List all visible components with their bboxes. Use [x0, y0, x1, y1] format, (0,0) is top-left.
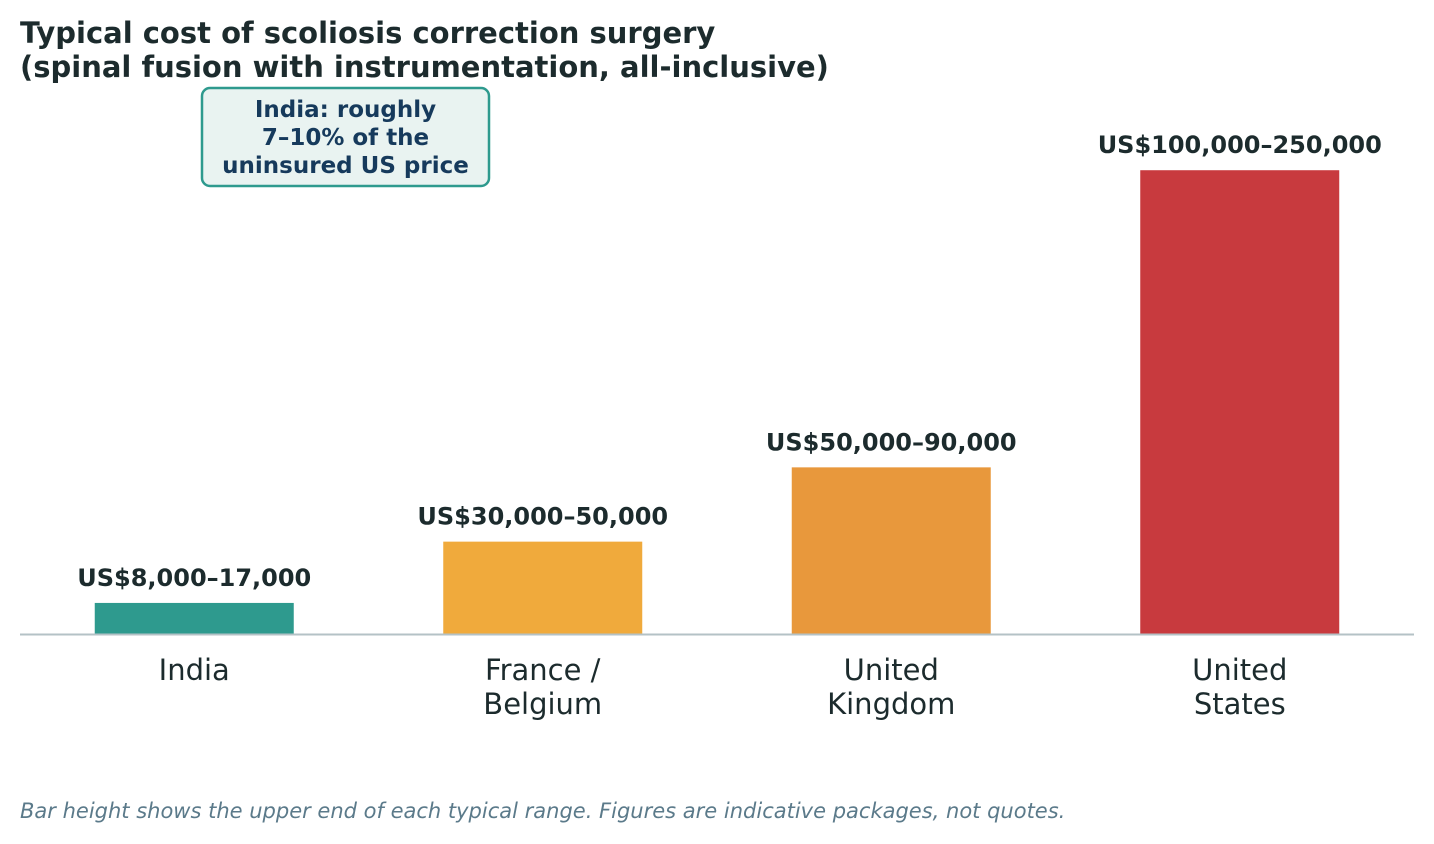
x-tick-label-2: United Kingdom [827, 653, 955, 721]
x-tick-label-3: United States [1192, 653, 1287, 721]
chart-footnote: Bar height shows the upper end of each t… [20, 799, 1066, 823]
bar-3 [1140, 170, 1340, 635]
chart-title-line-2: (spinal fusion with instrumentation, all… [20, 50, 829, 84]
x-tick-label-1-line-1: Belgium [483, 687, 602, 721]
x-tick-label-1-line-0: France / [485, 653, 601, 687]
bar-1 [443, 541, 643, 635]
data-label-2: US$50,000–90,000 [766, 428, 1017, 456]
data-label-1: US$30,000–50,000 [417, 503, 668, 531]
data-label-3: US$100,000–250,000 [1098, 131, 1382, 159]
x-tick-label-2-line-0: United [844, 653, 939, 687]
bar-0 [94, 602, 294, 635]
bar-2 [791, 467, 991, 635]
x-tick-label-3-line-0: United [1192, 653, 1287, 687]
x-tick-label-3-line-1: States [1194, 687, 1286, 721]
annotation-text: India: roughly 7–10% of the uninsured US p… [222, 97, 469, 179]
x-tick-label-0-line-0: India [159, 653, 230, 687]
x-tick-label-0: India [159, 653, 230, 687]
chart-title-line-1: Typical cost of scoliosis correction sur… [20, 16, 716, 50]
x-tick-label-2-line-1: Kingdom [827, 687, 955, 721]
x-tick-label-1: France / Belgium [483, 653, 602, 721]
chart-title: Typical cost of scoliosis correction sur… [20, 16, 829, 84]
annotation-line-2: uninsured US price [222, 153, 469, 179]
annotation-line-0: India: roughly [255, 97, 436, 123]
annotation-line-1: 7–10% of the [262, 125, 429, 151]
annotation-box [200, 86, 491, 188]
data-label-0: US$8,000–17,000 [77, 564, 311, 592]
